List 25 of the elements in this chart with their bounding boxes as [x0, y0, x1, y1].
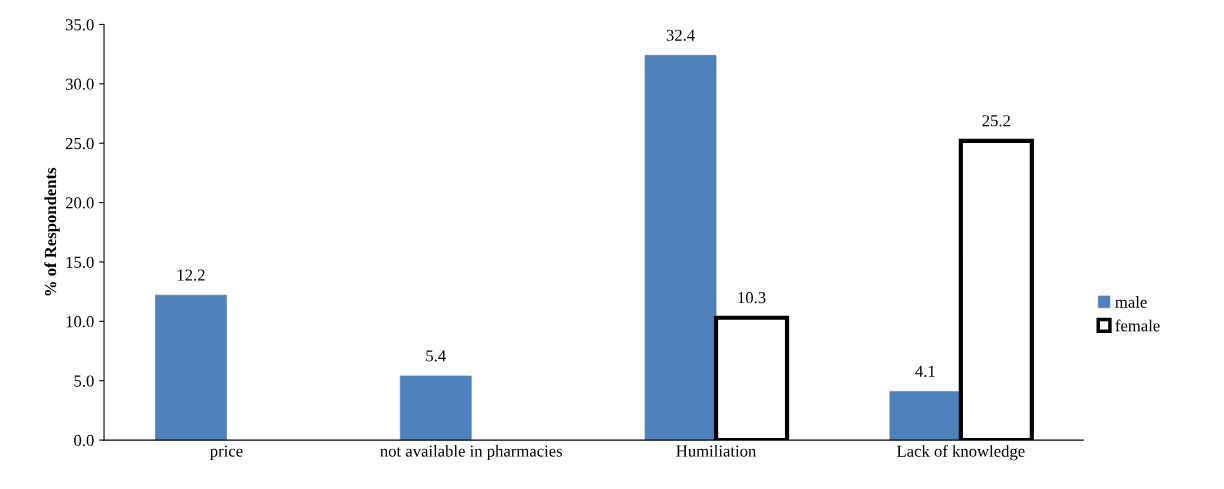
y-tick-label: 25.0: [65, 137, 94, 150]
bar: [889, 391, 962, 441]
x-tick-label: Lack of knowledge: [896, 444, 1025, 461]
legend-label: female: [1115, 319, 1160, 332]
data-label: 32.4: [666, 29, 695, 41]
y-tick-label: 30.0: [65, 78, 94, 90]
x-tick-label: not available in pharmacies: [380, 444, 563, 461]
data-label: 25.2: [982, 115, 1010, 127]
y-tick-label: 35.0: [65, 19, 94, 31]
bar: [399, 375, 472, 441]
y-tick-label: 5.0: [74, 375, 94, 387]
x-tick-label: price: [210, 445, 243, 461]
data-label: 10.3: [738, 292, 766, 304]
data-label: 4.1: [915, 365, 935, 377]
data-label: 12.2: [177, 269, 205, 281]
bar: [644, 54, 717, 441]
y-tick-label: 15.0: [66, 256, 94, 268]
y-axis-title: % of Respondents: [44, 167, 60, 296]
bar: [155, 294, 227, 441]
data-label: 5.4: [426, 350, 446, 362]
y-tick-label: 0.0: [74, 434, 94, 447]
legend-label: male: [1115, 296, 1147, 308]
y-tick-label: 10.0: [66, 316, 94, 328]
x-tick-label: Humiliation: [676, 444, 757, 457]
y-tick-label: 20.0: [65, 197, 94, 209]
